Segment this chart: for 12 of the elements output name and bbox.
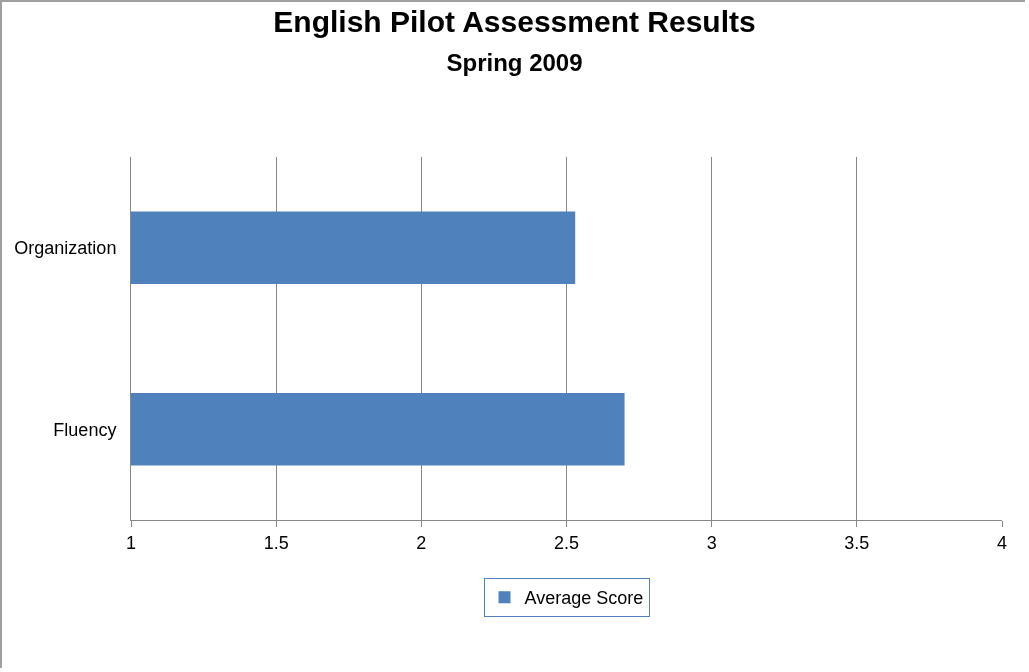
legend-label: Average Score	[524, 588, 644, 609]
x-tick-label: 3	[706, 532, 717, 553]
x-tick-label: 2.5	[553, 532, 580, 553]
x-tick-label: 4	[996, 532, 1008, 553]
chart-title: English Pilot Assessment Results	[273, 5, 756, 39]
y-tick-label: Organization	[14, 238, 117, 259]
x-tick-label: 2	[416, 532, 427, 553]
x-tick-label: 3.5	[844, 532, 870, 553]
y-tick-label: Fluency	[53, 419, 117, 440]
chart-subtitle: Spring 2009	[446, 49, 583, 77]
x-tick-label: 1	[125, 532, 137, 553]
x-tick-label: 1.5	[263, 532, 289, 553]
